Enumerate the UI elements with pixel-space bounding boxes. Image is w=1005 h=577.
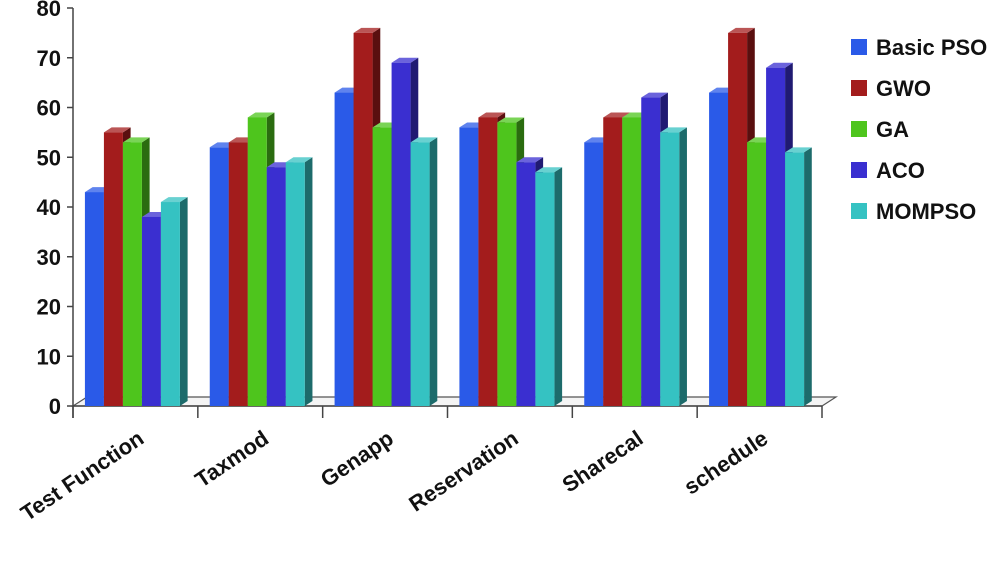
bar-front — [372, 127, 392, 407]
legend-label: MOMPSO — [876, 199, 976, 224]
bar-front — [584, 142, 604, 406]
bar-side — [554, 167, 563, 406]
bar-front — [84, 192, 104, 406]
bar — [660, 127, 687, 407]
bar-front — [103, 132, 123, 406]
bar — [285, 157, 313, 406]
bar-top — [641, 92, 668, 98]
bar-top — [785, 147, 812, 153]
bar-side — [304, 157, 313, 406]
bar-front — [747, 142, 767, 406]
bar — [410, 137, 438, 406]
y-tick-label: 10 — [37, 344, 61, 369]
y-tick-label: 30 — [37, 245, 61, 270]
bar-front — [391, 62, 411, 406]
bar — [535, 167, 563, 406]
bar-front — [660, 132, 680, 406]
bar-side — [429, 137, 438, 406]
bar-top — [103, 127, 131, 133]
bar — [785, 147, 812, 406]
bar-front — [535, 172, 555, 406]
bar-top — [728, 27, 755, 33]
bar-top — [391, 57, 419, 63]
bar-front — [766, 67, 786, 406]
x-category-label: Genapp — [316, 425, 398, 492]
bar-front — [641, 97, 661, 407]
bar-side — [804, 147, 812, 406]
y-tick-label: 50 — [37, 145, 61, 170]
y-tick-label: 0 — [49, 394, 61, 419]
bar-front — [785, 152, 805, 406]
bar-front — [622, 117, 642, 406]
bar-front — [334, 92, 354, 406]
bar-front — [728, 32, 748, 406]
bar-top — [660, 127, 687, 133]
legend-swatch — [851, 203, 867, 219]
x-category-label: Test Function — [16, 425, 148, 525]
bar-side — [179, 197, 188, 406]
bar-top — [535, 167, 563, 173]
y-tick-label: 60 — [37, 96, 61, 121]
y-tick-label: 80 — [37, 0, 61, 21]
bar — [160, 197, 188, 406]
bar-top — [160, 197, 188, 203]
legend-swatch — [851, 162, 867, 178]
bar-front — [266, 167, 286, 406]
y-tick-label: 70 — [37, 46, 61, 71]
bar-top — [122, 137, 150, 143]
bar-top — [285, 157, 313, 163]
y-tick-label: 40 — [37, 195, 61, 220]
x-category-label: Taxmod — [190, 425, 273, 492]
y-tick-label: 20 — [37, 295, 61, 320]
legend-label: GA — [876, 117, 909, 142]
bar-front — [209, 147, 229, 407]
bar-top — [766, 62, 793, 68]
bar-front — [410, 142, 430, 406]
legend-label: ACO — [876, 158, 925, 183]
bar-front — [459, 127, 479, 407]
x-category-label: schedule — [679, 425, 772, 499]
bar-top — [603, 112, 630, 118]
bar-front — [478, 117, 498, 406]
bar-front — [228, 142, 248, 406]
legend-swatch — [851, 80, 867, 96]
bar-top — [353, 27, 381, 33]
legend-swatch — [851, 121, 867, 137]
bar-front — [141, 216, 161, 406]
x-category-label: Sharecal — [558, 425, 648, 497]
bar-front — [353, 32, 373, 406]
bar-front — [497, 122, 517, 407]
legend-swatch — [851, 39, 867, 55]
legend: Basic PSO GWO GA ACO MOMPSO — [851, 35, 987, 224]
bar-top — [410, 137, 438, 143]
bar-front — [709, 92, 729, 406]
legend-label: GWO — [876, 76, 931, 101]
x-category-label: Reservation — [404, 425, 522, 516]
legend-label: Basic PSO — [876, 35, 987, 60]
bar-side — [679, 127, 687, 407]
bar-front — [516, 162, 536, 406]
bar-front — [122, 142, 142, 406]
bar-top — [247, 112, 275, 118]
bar-top — [478, 112, 506, 118]
bar-top — [497, 117, 525, 123]
bar-top — [516, 157, 544, 163]
bar-front — [247, 117, 267, 406]
bar-front — [603, 117, 623, 406]
bar-layer — [84, 27, 812, 407]
bar-front — [160, 202, 180, 406]
bar-front — [285, 162, 305, 406]
